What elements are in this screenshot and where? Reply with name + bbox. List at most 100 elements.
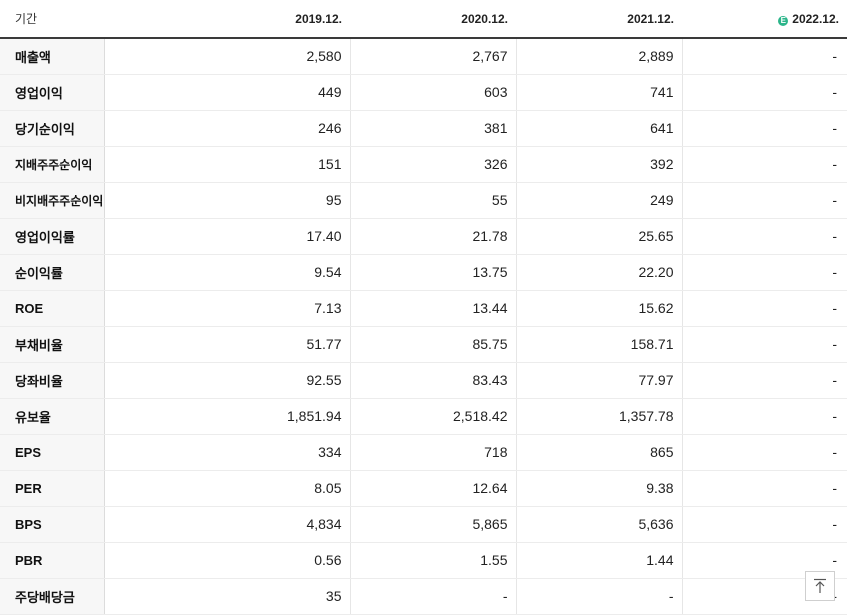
table-cell: 2,580: [103, 38, 350, 75]
row-label: ROE: [0, 290, 105, 327]
table-cell: -: [681, 182, 847, 219]
table-row: ROE 7.13 13.44 15.62 -: [0, 290, 847, 327]
table-cell: 741: [515, 74, 682, 111]
table-cell: -: [681, 290, 847, 327]
table-cell: 83.43: [349, 362, 516, 399]
table-row: EPS 334 718 865 -: [0, 433, 847, 471]
row-label: 비지배주주순이익: [0, 182, 105, 219]
table-cell: -: [681, 470, 847, 507]
table-cell: 249: [515, 182, 682, 219]
table-cell: 603: [349, 74, 516, 111]
table-cell: 5,865: [349, 506, 516, 543]
table-cell: 13.75: [349, 254, 516, 291]
table-cell: 2,767: [349, 38, 516, 75]
table-cell: 449: [103, 74, 350, 111]
table-row: PBR 0.56 1.55 1.44 -: [0, 542, 847, 579]
table-row: 비지배주주순이익 95 55 249 -: [0, 182, 847, 219]
table-row: PER 8.05 12.64 9.38 -: [0, 470, 847, 507]
table-cell: 13.44: [349, 290, 516, 327]
period-header-2022: E 2022.12.: [682, 0, 847, 39]
table-cell: -: [681, 254, 847, 291]
table-cell: 21.78: [349, 217, 516, 255]
table-row: 영업이익률 17.40 21.78 25.65 -: [0, 217, 847, 255]
table-cell: 334: [103, 433, 350, 471]
table-cell: 1,357.78: [515, 398, 682, 435]
row-label: 당기순이익: [0, 110, 105, 147]
period-header-2021: 2021.12.: [516, 0, 682, 39]
table-cell: 865: [515, 433, 682, 471]
table-cell: -: [681, 110, 847, 147]
table-cell: 1.44: [515, 542, 682, 579]
estimate-badge-icon: E: [778, 15, 789, 26]
table-row: BPS 4,834 5,865 5,636 -: [0, 506, 847, 543]
scroll-to-top-button[interactable]: [805, 571, 835, 601]
table-cell: 55: [349, 182, 516, 219]
table-cell: -: [681, 146, 847, 183]
table-cell: -: [681, 433, 847, 471]
table-cell: 158.71: [515, 325, 682, 363]
table-cell: 326: [349, 146, 516, 183]
row-label: 유보율: [0, 398, 105, 435]
row-label: BPS: [0, 506, 105, 543]
table-cell: -: [681, 362, 847, 399]
row-label: 당좌비율: [0, 362, 105, 399]
table-row: 주당배당금 35 - - -: [0, 577, 847, 615]
table-cell: -: [681, 506, 847, 543]
table-cell: 85.75: [349, 325, 516, 363]
table-cell: -: [681, 325, 847, 363]
row-label: 매출액: [0, 38, 105, 75]
table-cell: 95: [103, 182, 350, 219]
table-cell: -: [681, 398, 847, 435]
table-cell: 77.97: [515, 362, 682, 399]
table-cell: 1,851.94: [103, 398, 350, 435]
period-header-2022-label: 2022.12.: [792, 11, 839, 26]
table-cell: -: [349, 577, 516, 615]
table-cell: 2,518.42: [349, 398, 516, 435]
table-cell: 2,889: [515, 38, 682, 75]
table-row: 유보율 1,851.94 2,518.42 1,357.78 -: [0, 398, 847, 435]
table-cell: -: [681, 74, 847, 111]
table-cell: 7.13: [103, 290, 350, 327]
table-cell: 381: [349, 110, 516, 147]
table-row: 매출액 2,580 2,767 2,889 -: [0, 38, 847, 75]
row-label: PER: [0, 470, 105, 507]
table-cell: 8.05: [103, 470, 350, 507]
row-label: PBR: [0, 542, 105, 579]
table-cell: 92.55: [103, 362, 350, 399]
row-label: 주당배당금: [0, 577, 105, 615]
table-cell: 641: [515, 110, 682, 147]
table-cell: 25.65: [515, 217, 682, 255]
period-header-2019: 2019.12.: [104, 0, 350, 39]
table-cell: 246: [103, 110, 350, 147]
table-cell: 392: [515, 146, 682, 183]
period-header-2020: 2020.12.: [350, 0, 516, 39]
table-cell: -: [681, 217, 847, 255]
table-row: 순이익률 9.54 13.75 22.20 -: [0, 254, 847, 291]
table-cell: 51.77: [103, 325, 350, 363]
table-cell: 1.55: [349, 542, 516, 579]
table-row: 지배주주순이익 151 326 392 -: [0, 146, 847, 183]
table-cell: 35: [103, 577, 350, 615]
table-cell: 4,834: [103, 506, 350, 543]
table-cell: 22.20: [515, 254, 682, 291]
table-row: 당좌비율 92.55 83.43 77.97 -: [0, 362, 847, 399]
table-cell: 9.54: [103, 254, 350, 291]
table-cell: 15.62: [515, 290, 682, 327]
arrow-up-icon: [814, 578, 826, 593]
table-cell: 12.64: [349, 470, 516, 507]
table-cell: 718: [349, 433, 516, 471]
table-cell: -: [681, 38, 847, 75]
table-cell: 0.56: [103, 542, 350, 579]
header-row: 기간 2019.12. 2020.12. 2021.12. E 2022.12.: [0, 0, 847, 39]
table-row: 부채비율 51.77 85.75 158.71 -: [0, 325, 847, 363]
row-label: 지배주주순이익: [0, 146, 105, 183]
row-label: 영업이익: [0, 74, 105, 111]
table-cell: 151: [103, 146, 350, 183]
table-row: 영업이익 449 603 741 -: [0, 74, 847, 111]
table-cell: 5,636: [515, 506, 682, 543]
table-cell: -: [515, 577, 682, 615]
period-header-label: 기간: [0, 0, 104, 39]
row-label: 영업이익률: [0, 217, 105, 255]
